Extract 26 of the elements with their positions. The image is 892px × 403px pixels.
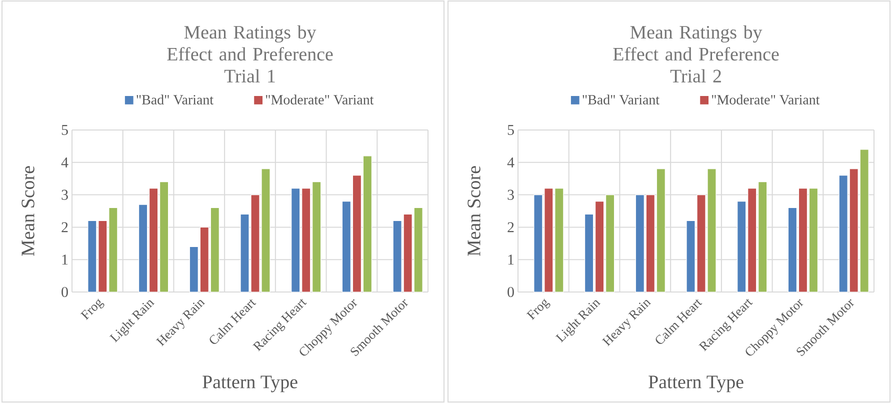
y-tick-label: 5 <box>62 125 68 135</box>
chart-subtitle: Trial 2 <box>670 69 721 83</box>
y-axis-title: Mean Score <box>468 166 480 256</box>
y-tick-label: 3 <box>62 190 68 200</box>
chart-subtitle: Trial 1 <box>224 69 275 83</box>
x-tick-label: Frog <box>526 298 550 320</box>
x-axis-title: Pattern Type <box>648 376 744 392</box>
y-tick-label: 0 <box>508 286 514 298</box>
y-tick-label: 2 <box>508 222 514 232</box>
legend-label: "Moderate" Variant <box>712 94 820 105</box>
legend-label: "Moderate" Variant <box>266 94 374 105</box>
y-tick-label: 2 <box>62 222 68 232</box>
y-tick-label: 0 <box>62 286 68 298</box>
chart-title: Mean Ratings by Effect and Preference <box>613 25 779 61</box>
legend-label: "Bad" Variant <box>582 94 660 105</box>
x-axis-title: Pattern Type <box>202 376 298 392</box>
legend-label: "Bad" Variant <box>136 94 214 105</box>
y-tick-label: 4 <box>507 157 514 168</box>
chart-title: Mean Ratings by Effect and Preference <box>167 25 333 61</box>
y-tick-label: 1 <box>62 254 68 265</box>
y-tick-label: 1 <box>508 254 514 265</box>
y-axis-title: Mean Score <box>22 166 34 256</box>
y-tick-label: 3 <box>508 190 514 200</box>
x-tick-label: Frog <box>80 298 104 320</box>
y-tick-label: 4 <box>61 157 68 168</box>
y-tick-label: 5 <box>508 125 514 135</box>
